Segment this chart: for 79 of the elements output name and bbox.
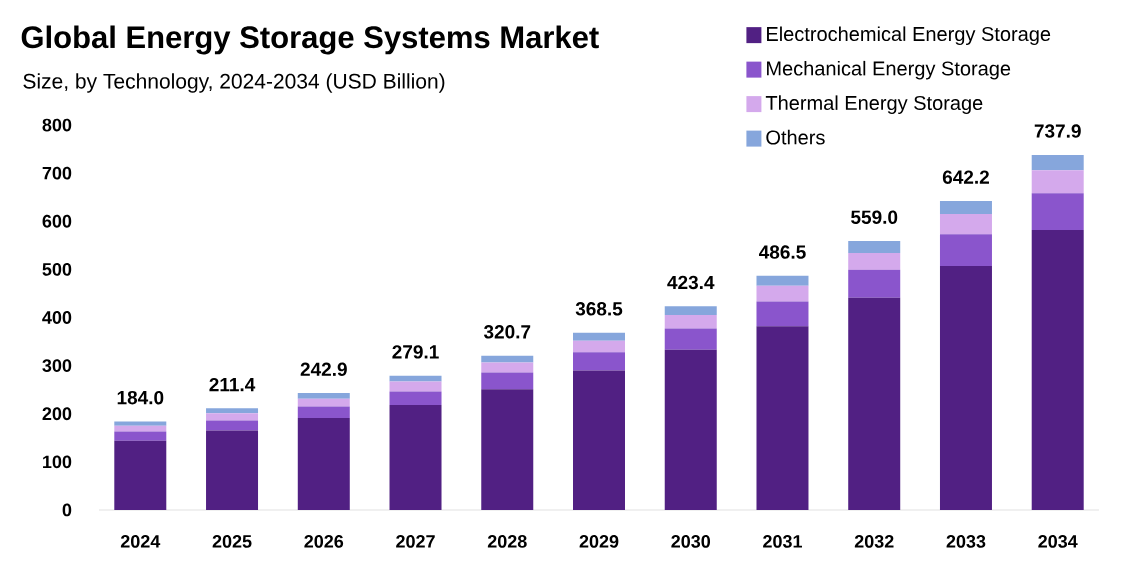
y-tick-label: 0 — [62, 503, 72, 517]
bar — [481, 372, 534, 390]
y-tick-label: 800 — [42, 118, 72, 132]
bar — [848, 297, 901, 510]
bar — [756, 285, 809, 302]
total-label: 211.4 — [209, 377, 256, 392]
x-tick-label: 2024 — [120, 535, 161, 548]
total-label: 486.5 — [759, 245, 806, 259]
bar — [389, 381, 442, 392]
x-tick-label: 2027 — [396, 535, 435, 548]
bar — [664, 315, 717, 329]
bar — [573, 332, 625, 341]
bar — [848, 269, 901, 298]
x-tick-label: 2028 — [487, 535, 527, 548]
bar — [848, 253, 901, 270]
bar — [389, 405, 442, 510]
chart-title: Global Energy Storage Systems Market — [21, 25, 599, 55]
total-label: 242.9 — [300, 362, 347, 377]
total-label: 184.0 — [117, 390, 164, 405]
x-tick-label: 2029 — [579, 535, 619, 548]
bar — [114, 421, 167, 426]
y-tick-label: 100 — [43, 455, 72, 469]
bar — [664, 328, 717, 350]
bar — [297, 393, 350, 399]
bar — [664, 349, 717, 510]
x-tick-label: 2031 — [763, 535, 802, 548]
x-tick-label: 2032 — [854, 535, 894, 548]
bar — [1031, 229, 1084, 510]
y-tick-label: 400 — [42, 311, 72, 324]
bar — [756, 326, 809, 510]
y-tick-label: 300 — [42, 359, 72, 372]
total-label: 642.2 — [942, 170, 989, 184]
bar — [389, 391, 442, 406]
legend-label: Mechanical Energy Storage — [767, 60, 1011, 80]
bar — [664, 306, 717, 316]
x-tick-label: 2033 — [946, 535, 986, 548]
y-tick-label: 200 — [42, 407, 72, 421]
bar — [297, 406, 350, 419]
bar — [114, 431, 167, 441]
bar — [206, 420, 259, 431]
total-label: 320.7 — [483, 325, 531, 339]
bar — [573, 340, 625, 353]
bar — [573, 370, 625, 510]
legend-label: Thermal Energy Storage — [765, 95, 983, 114]
x-tick-label: 2026 — [304, 535, 344, 548]
bar — [206, 413, 259, 421]
bar — [939, 266, 992, 510]
y-tick-label: 700 — [42, 166, 72, 180]
bar — [848, 240, 901, 254]
legend-label: Electrochemical Energy Storage — [767, 26, 1051, 46]
bar — [206, 408, 259, 414]
bar — [1031, 170, 1084, 194]
bar — [1031, 154, 1084, 171]
bar — [297, 398, 350, 407]
bar — [939, 214, 992, 235]
bar — [573, 352, 625, 371]
total-label: 737.9 — [1034, 124, 1081, 138]
total-label: 279.1 — [392, 345, 439, 359]
bar — [206, 430, 259, 510]
bar — [114, 425, 167, 432]
y-tick-label: 500 — [42, 262, 72, 276]
total-label: 559.0 — [851, 210, 898, 224]
bar — [756, 301, 809, 327]
bar — [297, 418, 350, 510]
x-tick-label: 2025 — [212, 535, 252, 548]
chart-subtitle: Size, by Technology, 2024-2034 (USD Billion) — [23, 73, 445, 93]
legend-label: Others — [766, 129, 825, 145]
y-tick-label: 600 — [42, 214, 72, 228]
bar — [939, 200, 992, 215]
bar — [756, 275, 809, 286]
x-tick-label: 2034 — [1038, 535, 1078, 548]
bar — [481, 389, 534, 510]
total-label: 368.5 — [575, 302, 623, 316]
bar — [1031, 193, 1084, 230]
bar — [939, 234, 992, 267]
x-tick-label: 2030 — [671, 535, 711, 548]
bar — [481, 362, 534, 373]
total-label: 423.4 — [667, 275, 715, 290]
bar — [114, 440, 167, 510]
